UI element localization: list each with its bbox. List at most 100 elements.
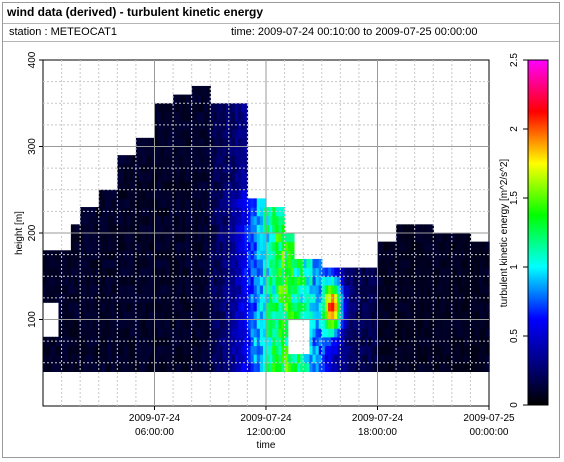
heatmap-cell <box>58 319 63 329</box>
heatmap-cell <box>194 233 199 243</box>
heatmap-cell <box>154 155 159 165</box>
heatmap-cell <box>275 250 280 260</box>
heatmap-cell <box>163 146 168 156</box>
heatmap-cell <box>380 258 385 269</box>
heatmap-cell <box>235 198 239 208</box>
heatmap-cell <box>200 155 205 165</box>
heatmap-cell <box>455 345 459 355</box>
heatmap-cell <box>101 267 106 277</box>
heatmap-cell <box>117 302 122 312</box>
heatmap-cell <box>188 198 193 208</box>
heatmap-cell <box>80 328 84 338</box>
heatmap-cell <box>132 224 137 234</box>
heatmap-cell <box>46 354 50 364</box>
heatmap-cell <box>405 284 410 295</box>
heatmap-cell <box>309 362 314 372</box>
heatmap-cell <box>163 181 168 191</box>
heatmap-cell <box>334 328 338 338</box>
heatmap-cell <box>67 336 72 347</box>
heatmap-cell <box>114 362 118 372</box>
heatmap-cell <box>485 302 490 312</box>
heatmap-cell <box>70 354 75 364</box>
heatmap-cell <box>355 336 360 347</box>
heatmap-cell <box>467 276 472 286</box>
heatmap-cell <box>204 328 208 338</box>
heatmap-cell <box>154 129 159 139</box>
heatmap-cell <box>278 302 283 312</box>
heatmap-cell <box>349 284 354 295</box>
heatmap-cell <box>210 155 214 165</box>
heatmap-cell <box>269 284 273 295</box>
heatmap-cell <box>253 319 258 329</box>
heatmap-cell <box>55 258 60 269</box>
heatmap-cell <box>241 103 245 113</box>
heatmap-cell <box>297 258 301 269</box>
heatmap-cell <box>83 293 87 303</box>
heatmap-cell <box>73 362 78 372</box>
heatmap-cell <box>231 172 236 182</box>
heatmap-cell <box>151 137 156 148</box>
heatmap-cell <box>166 319 171 329</box>
heatmap-cell <box>262 233 267 243</box>
heatmap-cell <box>393 345 397 355</box>
heatmap-cell <box>179 354 184 364</box>
heatmap-cell <box>365 267 369 277</box>
heatmap-cell <box>173 103 177 113</box>
heatmap-cell <box>259 336 264 347</box>
heatmap-cell <box>126 310 131 321</box>
heatmap-cell <box>70 302 75 312</box>
heatmap-cell <box>139 258 143 269</box>
heatmap-cell <box>231 345 236 355</box>
heatmap-cell <box>396 302 400 312</box>
heatmap-cell <box>281 224 286 234</box>
heatmap-cell <box>485 328 490 338</box>
heatmap-cell <box>182 328 187 338</box>
heatmap-cell <box>442 284 447 295</box>
heatmap-cell <box>262 241 267 251</box>
heatmap-cell <box>148 146 153 156</box>
heatmap-cell <box>154 172 159 182</box>
heatmap-cell <box>216 241 221 251</box>
heatmap-cell <box>259 198 264 208</box>
heatmap-cell <box>451 354 456 364</box>
heatmap-cell <box>148 233 153 243</box>
heatmap-cell <box>188 319 193 329</box>
heatmap-cell <box>77 224 81 234</box>
heatmap-cell <box>328 345 332 355</box>
heatmap-cell <box>228 336 233 347</box>
heatmap-cell <box>204 284 208 295</box>
heatmap-cell <box>98 267 103 277</box>
heatmap-cell <box>151 241 156 251</box>
heatmap-cell <box>244 233 249 243</box>
heatmap-cell <box>408 276 413 286</box>
heatmap-cell <box>55 293 60 303</box>
heatmap-cell <box>154 241 159 251</box>
heatmap-cell <box>476 258 481 269</box>
heatmap-cell <box>126 267 131 277</box>
heatmap-cell <box>383 345 388 355</box>
heatmap-cell <box>163 328 168 338</box>
heatmap-cell <box>219 319 224 329</box>
heatmap-cell <box>166 189 171 199</box>
heatmap-cell <box>436 345 441 355</box>
heatmap-cell <box>204 354 208 364</box>
heatmap-cell <box>448 310 453 321</box>
heatmap-cell <box>433 241 438 251</box>
heatmap-cell <box>241 362 245 372</box>
heatmap-cell <box>427 345 431 355</box>
heatmap-cell <box>191 310 196 321</box>
heatmap-cell <box>213 224 218 234</box>
heatmap-cell <box>228 163 233 174</box>
heatmap-cell <box>476 319 481 329</box>
heatmap-cell <box>213 302 218 312</box>
heatmap-cell <box>405 345 410 355</box>
heatmap-cell <box>225 241 230 251</box>
heatmap-cell <box>222 319 227 329</box>
heatmap-cell <box>389 362 394 372</box>
heatmap-cell <box>269 215 273 225</box>
heatmap-cell <box>185 276 190 286</box>
heatmap-cell <box>117 328 122 338</box>
heatmap-cell <box>228 137 233 148</box>
heatmap-cell <box>228 267 233 277</box>
heatmap-cell <box>287 233 292 243</box>
